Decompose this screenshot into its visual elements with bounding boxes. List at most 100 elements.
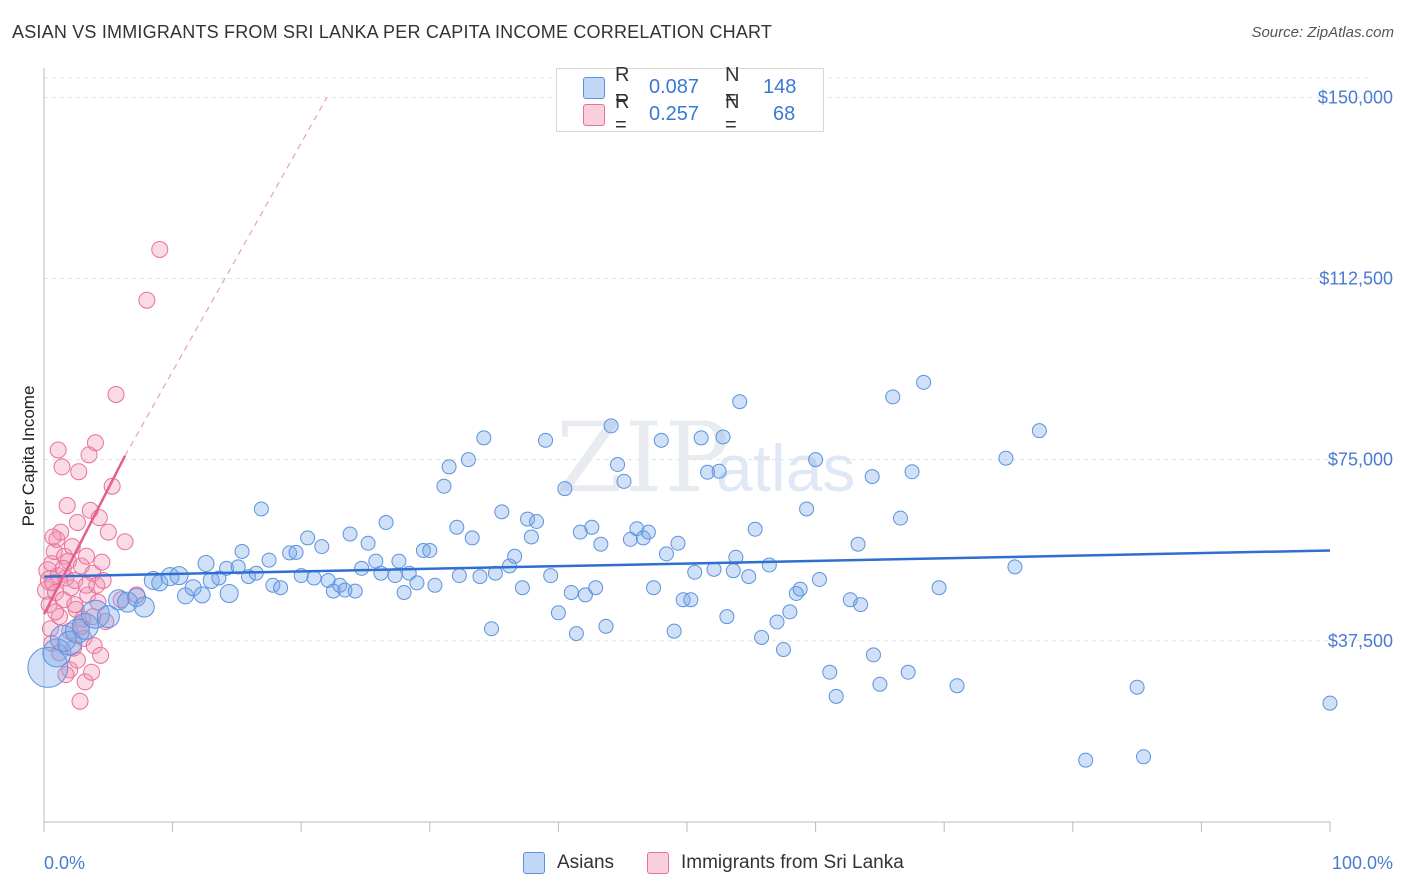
asian-point <box>916 374 932 390</box>
asian-point <box>484 621 500 637</box>
y-tick-label: $150,000 <box>1318 87 1393 107</box>
asian-point <box>193 586 211 604</box>
asian-point <box>273 580 289 596</box>
legend-swatch-srilanka <box>647 852 669 874</box>
asian-point <box>396 585 412 601</box>
asian-point <box>253 501 269 517</box>
srilanka-point <box>47 603 65 621</box>
asian-point <box>1129 679 1145 695</box>
asian-point <box>775 642 791 658</box>
asian-point <box>885 389 901 405</box>
legend-n-value: 148 <box>763 75 797 98</box>
asian-point <box>666 623 682 639</box>
legend-swatch-srilanka <box>583 104 605 126</box>
srilanka-point <box>49 441 67 459</box>
asian-point <box>653 432 669 448</box>
asian-point <box>706 561 722 577</box>
srilanka-point <box>99 523 117 541</box>
srilanka-point <box>138 291 156 309</box>
asian-point <box>169 566 189 586</box>
asian-point <box>184 579 202 597</box>
asian-point <box>108 589 130 611</box>
asian-point <box>577 587 593 603</box>
asian-point <box>799 501 815 517</box>
asian-point <box>584 519 600 535</box>
asian-point <box>900 664 916 680</box>
srilanka-point <box>68 513 86 531</box>
asian-point <box>853 597 869 613</box>
y-tick-label: $37,500 <box>1328 631 1393 651</box>
asian-point <box>998 450 1014 466</box>
srilanka-trend-line <box>42 455 127 615</box>
asian-point <box>782 604 798 620</box>
asian-point <box>687 564 703 580</box>
asian-point <box>683 592 699 608</box>
asian-point <box>931 580 947 596</box>
asian-point <box>640 524 656 540</box>
trend-lines <box>42 97 1331 615</box>
srilanka-point <box>57 666 75 684</box>
asian-point <box>1078 752 1094 768</box>
asian-point <box>494 504 510 520</box>
asian-point <box>892 510 908 526</box>
asian-point <box>904 464 920 480</box>
srilanka-point <box>70 463 88 481</box>
asian-point <box>342 526 358 542</box>
asian-point <box>635 530 651 546</box>
axes <box>43 68 1331 832</box>
asian-point <box>42 638 72 668</box>
legend-r-label: R = <box>615 91 630 136</box>
asian-point <box>603 418 619 434</box>
srilanka-point <box>76 673 94 691</box>
srilanka-point <box>83 663 101 681</box>
asian-point <box>422 542 438 558</box>
srilanka-point <box>107 385 125 403</box>
asian-point <box>460 452 476 468</box>
legend-label-asians: Asians <box>557 852 615 873</box>
asian-point <box>441 459 457 475</box>
asian-point <box>792 581 808 597</box>
srilanka-trend-extension <box>124 97 328 457</box>
asian-point <box>1322 695 1338 711</box>
legend-r-value: 0.087 <box>649 75 700 98</box>
legend-label-srilanka: Immigrants from Sri Lanka <box>681 852 904 873</box>
asian-point <box>568 626 584 642</box>
legend-swatch-asians <box>583 77 605 99</box>
asian-point <box>949 678 965 694</box>
srilanka-point <box>93 553 111 571</box>
asian-point <box>133 596 155 618</box>
asian-point <box>354 560 370 576</box>
y-tick-label: $75,000 <box>1328 450 1393 470</box>
asian-point <box>670 535 686 551</box>
legend-r-label: R = <box>615 64 630 109</box>
asian-point <box>719 609 735 625</box>
asian-point <box>675 592 691 608</box>
stats-legend: R = 0.087 N = 148 R = 0.257 N = 68 <box>556 64 824 136</box>
asian-point <box>610 456 626 472</box>
chart-source: Source: ZipAtlas.com <box>1251 24 1394 41</box>
asian-point <box>538 432 554 448</box>
asian-point <box>850 536 866 552</box>
asian-point <box>747 521 763 537</box>
srilanka-point <box>128 586 146 604</box>
x-tick-labels: 0.0% 100.0% <box>44 853 1393 873</box>
asian-point <box>49 624 77 652</box>
legend-n-label: N = <box>725 64 740 109</box>
y-tick-labels: $37,500 $75,000 $112,500 $150,000 <box>1318 87 1393 651</box>
asian-point <box>507 548 523 564</box>
asian-point <box>520 511 536 527</box>
legend-n-value: 68 <box>773 102 796 125</box>
srilanka-point <box>58 497 76 515</box>
asian-points <box>27 374 1338 768</box>
asian-point <box>529 514 545 530</box>
srilanka-point <box>77 576 95 594</box>
x-tick-label: 0.0% <box>44 853 85 873</box>
asian-point <box>865 647 881 663</box>
asian-point <box>71 612 99 640</box>
asian-point <box>219 583 239 603</box>
legend-n-label: N = <box>725 91 740 136</box>
asian-point <box>725 563 741 579</box>
legend-item-asians: Asians <box>523 852 614 874</box>
asian-point <box>306 570 322 586</box>
asian-point <box>472 569 488 585</box>
